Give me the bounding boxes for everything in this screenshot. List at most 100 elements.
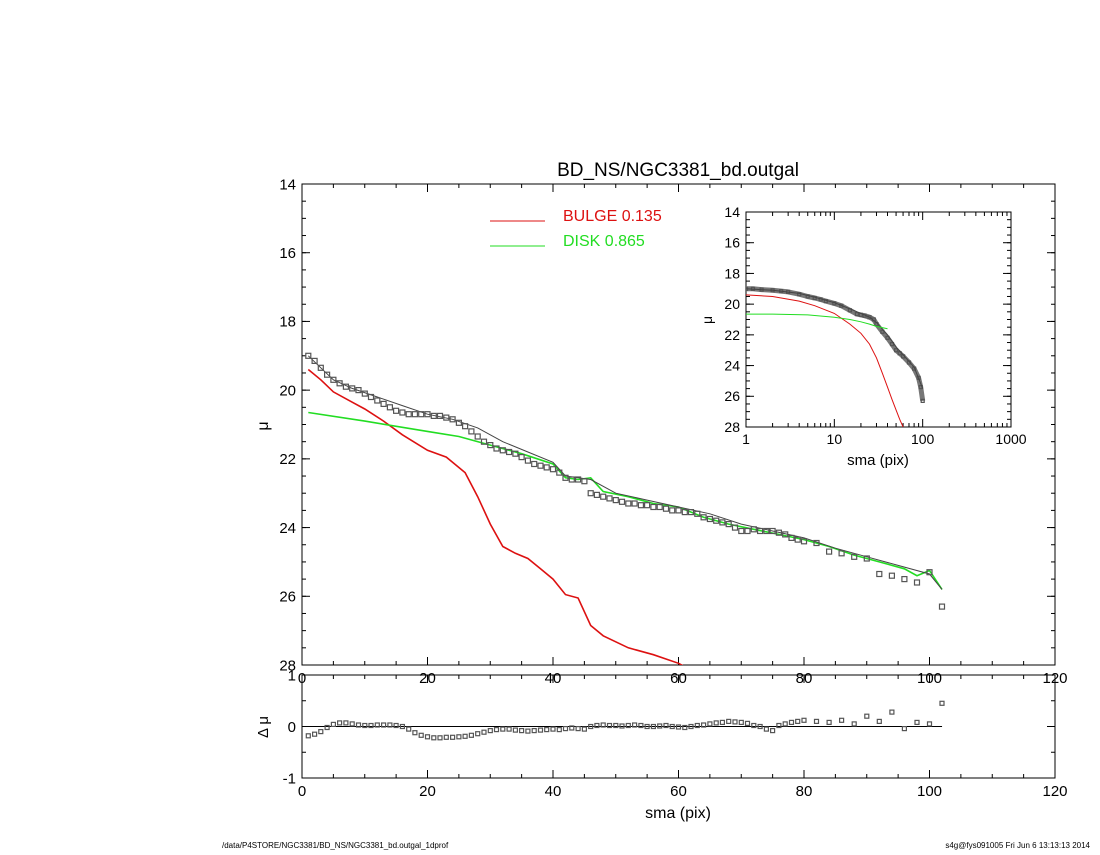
main-data-point [342, 383, 349, 390]
main-data-point [405, 411, 412, 418]
inset-log-panel: 1 10 100 1000 14 16 18 20 22 24 26 28 sma (pix) μ [699, 204, 1027, 469]
residual-point [518, 727, 525, 734]
residual-point [838, 717, 845, 723]
residual-point [763, 726, 770, 732]
main-ytick-label-6: 26 [279, 589, 296, 606]
residual-point [776, 722, 782, 729]
main-data-point [587, 490, 594, 497]
residual-point [694, 722, 700, 729]
chart-title: BD_NS/NGC3381_bd.outgal [557, 160, 799, 181]
main-data-point [399, 409, 406, 416]
main-data-point [851, 553, 858, 560]
main-data-point [675, 507, 682, 514]
main-ytick-label-2: 18 [279, 314, 296, 331]
residual-point [644, 723, 650, 730]
residual-point [512, 727, 519, 733]
main-data-point [888, 572, 896, 579]
inset-ytick-label-3: 20 [724, 296, 740, 312]
resid-xtick-label-1: 20 [419, 783, 436, 800]
residual-point [424, 734, 431, 740]
residual-point [889, 709, 895, 715]
main-data-point [756, 527, 764, 535]
residual-point [305, 733, 311, 739]
inset-xtick-label-3: 1000 [995, 431, 1026, 447]
main-data-point [324, 371, 331, 378]
resid-ytick-label-1: 0 [288, 719, 296, 736]
footer-timestamp: s4g@fys091005 Fri Jun 6 13:13:13 2014 [945, 841, 1090, 850]
inset-data-point [880, 329, 885, 334]
residual-point [324, 724, 330, 731]
main-data-point [418, 411, 425, 418]
residual-point [638, 722, 644, 729]
main-y-axis-label: μ [255, 421, 272, 430]
residual-point [588, 723, 594, 730]
residual-point [399, 723, 405, 730]
residual-point [374, 722, 380, 728]
residual-point [700, 722, 707, 728]
residual-point [675, 724, 682, 730]
resid-ytick-label-2: 1 [288, 667, 296, 684]
residual-point [581, 726, 588, 732]
main-data-point [769, 527, 776, 535]
residual-point [493, 726, 500, 733]
residual-point [744, 720, 751, 727]
inset-disk-line [746, 313, 888, 330]
residual-point [456, 734, 462, 740]
residual-point [719, 719, 726, 726]
main-data-point [355, 387, 362, 394]
resid-ytick-label-0: -1 [283, 770, 296, 787]
main-data-point [706, 515, 714, 523]
legend: BULGE 0.135 DISK 0.865 [490, 208, 662, 250]
main-data-point [480, 438, 488, 445]
inset-background [746, 212, 1011, 427]
residual-point [650, 723, 657, 730]
residual-point [337, 720, 343, 726]
main-data-point [763, 527, 770, 535]
residual-axis-ticks: 0 20 40 60 80 100 120-101 [283, 667, 1068, 800]
main-data-point [487, 442, 494, 449]
residual-point [851, 721, 857, 727]
residual-point [757, 723, 763, 730]
main-data-point [455, 419, 462, 426]
main-data-point [681, 509, 688, 516]
residual-point [657, 723, 663, 729]
main-data-point [374, 397, 381, 404]
residual-point [801, 717, 807, 723]
inset-data-point [885, 335, 890, 340]
residual-x-axis-label: sma (pix) [645, 805, 711, 822]
residual-point [619, 723, 625, 729]
residual-point [381, 722, 387, 728]
main-data-point [694, 510, 701, 517]
footer-file-path: /data/P4STORE/NGC3381/BD_NS/NGC3381_bd.o… [222, 841, 449, 850]
main-data-point [499, 447, 506, 454]
main-data-point [537, 462, 544, 469]
residual-point [795, 718, 801, 725]
inset-xtick-label-0: 1 [742, 431, 750, 447]
main-data-point [531, 460, 538, 468]
residual-point [569, 725, 575, 731]
main-data-point [913, 579, 921, 586]
residual-point [562, 725, 569, 732]
main-data-point [637, 502, 645, 509]
inset-ytick-label-1: 16 [724, 235, 740, 251]
main-data-point [926, 569, 933, 576]
main-data-point [618, 498, 626, 505]
residual-point [732, 719, 738, 725]
main-data-point [311, 357, 318, 364]
inset-series-group [746, 286, 926, 427]
residual-point [406, 726, 412, 732]
main-data-point [518, 454, 525, 461]
main-ytick-label-0: 14 [279, 176, 296, 193]
main-data-point [700, 514, 707, 521]
main-data-point [813, 539, 820, 547]
main-ytick-label-7: 28 [279, 657, 296, 674]
main-data-point [669, 507, 676, 514]
main-data-point [336, 380, 343, 387]
residual-point [606, 722, 613, 729]
main-data-point [349, 385, 356, 392]
residual-point [669, 723, 675, 730]
residual-point [431, 735, 437, 741]
residual-point [600, 722, 606, 728]
main-data-point [317, 364, 324, 371]
